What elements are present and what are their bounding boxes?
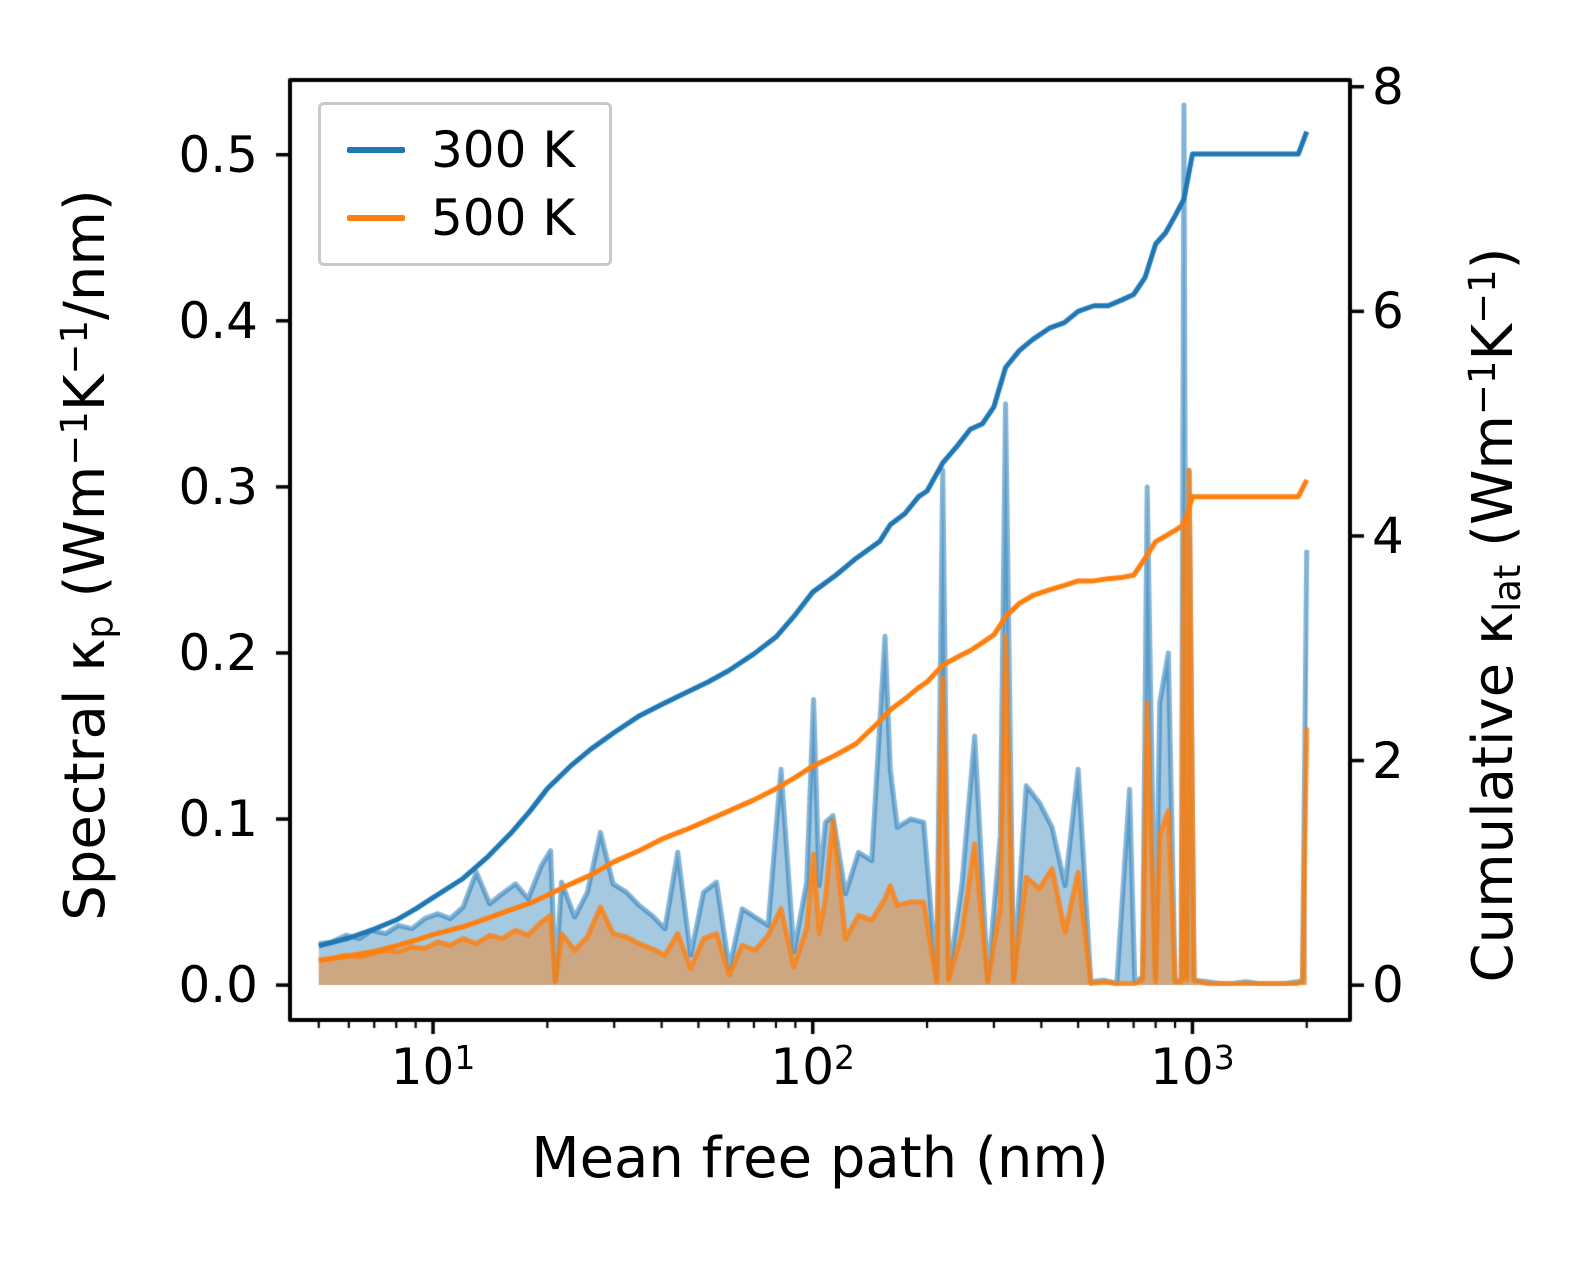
legend-label-500k: 500 K (431, 189, 576, 247)
legend-label-300k: 300 K (431, 121, 576, 179)
legend-item-300k: 300 K (347, 125, 575, 175)
x-axis-label: Mean free path (nm) (531, 1126, 1109, 1191)
y-left-tick-label: 0.2 (178, 623, 258, 682)
x-tick-label: 102 (770, 1038, 856, 1096)
y-left-tick-label: 0.1 (178, 790, 258, 849)
y-left-tick-label: 0.4 (178, 291, 258, 350)
y-right-tick-label: 8 (1372, 57, 1404, 116)
y-left-tick-label: 0.5 (178, 125, 258, 184)
y-right-tick-label: 2 (1372, 731, 1404, 790)
x-tick-label: 103 (1150, 1038, 1235, 1096)
legend-line-300k-icon (347, 147, 405, 153)
y-right-axis-label: Cumulative κlat (Wm−1K−1) (1461, 247, 1530, 983)
x-tick-label: 101 (390, 1038, 476, 1096)
legend-line-500k-icon (347, 215, 405, 221)
y-right-tick-label: 6 (1372, 282, 1404, 341)
y-left-tick-label: 0.3 (178, 457, 258, 516)
legend: 300 K 500 K (318, 102, 613, 266)
y-left-tick-label: 0.0 (178, 956, 258, 1015)
legend-item-500k: 500 K (347, 193, 575, 243)
y-right-tick-label: 4 (1372, 506, 1404, 565)
y-right-tick-label: 0 (1372, 956, 1404, 1015)
